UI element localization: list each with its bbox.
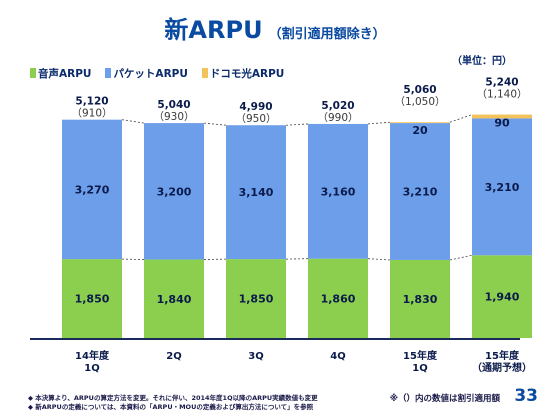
page-number: 33 — [514, 386, 538, 406]
bar-hikari-4 — [390, 122, 450, 124]
total-label-0: 5,120 — [75, 96, 108, 108]
total-label-5: 5,240 — [485, 77, 518, 89]
bar-packet-0 — [62, 119, 122, 260]
connector-total-2 — [285, 123, 309, 126]
connector-total-1 — [203, 122, 227, 126]
total-label-2: 4,990 — [239, 101, 272, 113]
connector-voice-4 — [449, 254, 473, 261]
data-label-hikari-4: 20 — [412, 124, 428, 137]
discount-label-3: （990） — [317, 112, 358, 124]
legend-swatch-voice — [30, 68, 36, 78]
total-label-1: 5,040 — [157, 99, 190, 111]
data-label-packet-4: 3,210 — [403, 186, 438, 199]
bar-packet-3 — [308, 123, 368, 259]
data-label-packet-2: 3,140 — [239, 186, 274, 199]
legend-label-hikari: ドコモ光ARPU — [209, 67, 285, 80]
data-label-voice-5: 1,940 — [485, 291, 520, 304]
data-label-packet-5: 3,210 — [485, 181, 520, 194]
discount-label-5: （1,140） — [476, 89, 527, 101]
bar-voice-2 — [226, 259, 286, 338]
legend-item-voice: 音声ARPU — [30, 66, 91, 80]
title-subtitle: （割引適用額除き） — [268, 27, 386, 42]
data-label-voice-1: 1,840 — [157, 293, 192, 306]
total-label-3: 5,020 — [321, 100, 354, 112]
category-label-4-0: 15年度 — [403, 349, 438, 362]
bar-hikari-5 — [472, 114, 532, 119]
category-label-4-1: 1Q — [412, 363, 427, 374]
discount-label-1: （930） — [153, 111, 194, 123]
bar-voice-1 — [144, 259, 204, 338]
category-label-2-0: 3Q — [248, 351, 263, 362]
legend-swatch-packet — [105, 68, 112, 78]
data-label-packet-3: 3,160 — [321, 185, 356, 198]
bar-voice-0 — [62, 259, 122, 338]
data-label-packet-1: 3,200 — [157, 185, 192, 198]
bar-packet-4 — [390, 123, 450, 260]
data-label-voice-4: 1,830 — [403, 293, 438, 306]
page-title: 新ARPU （割引適用額除き） — [0, 10, 550, 45]
bar-voice-4 — [390, 259, 450, 338]
connector-total-3 — [367, 121, 391, 125]
connector-voice-3 — [367, 258, 391, 261]
discount-label-0: （910） — [71, 108, 112, 120]
bar-packet-1 — [144, 123, 204, 260]
category-label-1-0: 2Q — [166, 351, 181, 362]
discount-label-2: （950） — [235, 113, 276, 125]
category-label-0-0: 14年度 — [75, 349, 110, 362]
bar-packet-2 — [226, 125, 286, 260]
total-label-4: 5,060 — [403, 84, 436, 96]
footnote-2: ◆ 新ARPUの定義については、本資料の「ARPU・MOUの定義および算出方法に… — [28, 403, 314, 411]
bar-packet-5 — [472, 118, 532, 256]
legend-item-packet: パケットARPU — [105, 66, 188, 80]
data-label-voice-0: 1,850 — [75, 293, 110, 306]
footnote-1: ◆ 本決算より、ARPUの算定方法を変更。それに伴い、2014年度1Q以降のAR… — [28, 394, 318, 402]
data-label-packet-0: 3,270 — [75, 183, 110, 196]
bar-voice-3 — [308, 258, 368, 338]
category-label-3-0: 4Q — [330, 351, 345, 362]
title-main: 新ARPU — [164, 16, 263, 44]
connector-total-0 — [121, 119, 145, 124]
category-label-5-0: 15年度 — [485, 349, 520, 362]
connector-total-4 — [449, 114, 473, 123]
bar-voice-5 — [472, 255, 532, 338]
chart-legend: 音声ARPU パケットARPU ドコモ光ARPU — [30, 66, 284, 80]
discount-label-4: （1,050） — [394, 96, 445, 108]
data-label-hikari-5: 90 — [494, 117, 510, 130]
legend-label-voice: 音声ARPU — [38, 67, 92, 80]
note-discount: ※（）内の数値は割引適用額 — [389, 394, 500, 404]
legend-item-hikari: ドコモ光ARPU — [201, 66, 285, 80]
legend-label-packet: パケットARPU — [113, 67, 188, 80]
data-label-voice-3: 1,860 — [321, 292, 356, 305]
legend-swatch-hikari — [201, 68, 208, 78]
data-label-voice-2: 1,850 — [239, 293, 274, 306]
unit-label: （単位：円） — [452, 56, 512, 67]
category-label-0-1: 1Q — [84, 363, 99, 374]
category-label-5-1: （通期予想） — [472, 361, 532, 374]
